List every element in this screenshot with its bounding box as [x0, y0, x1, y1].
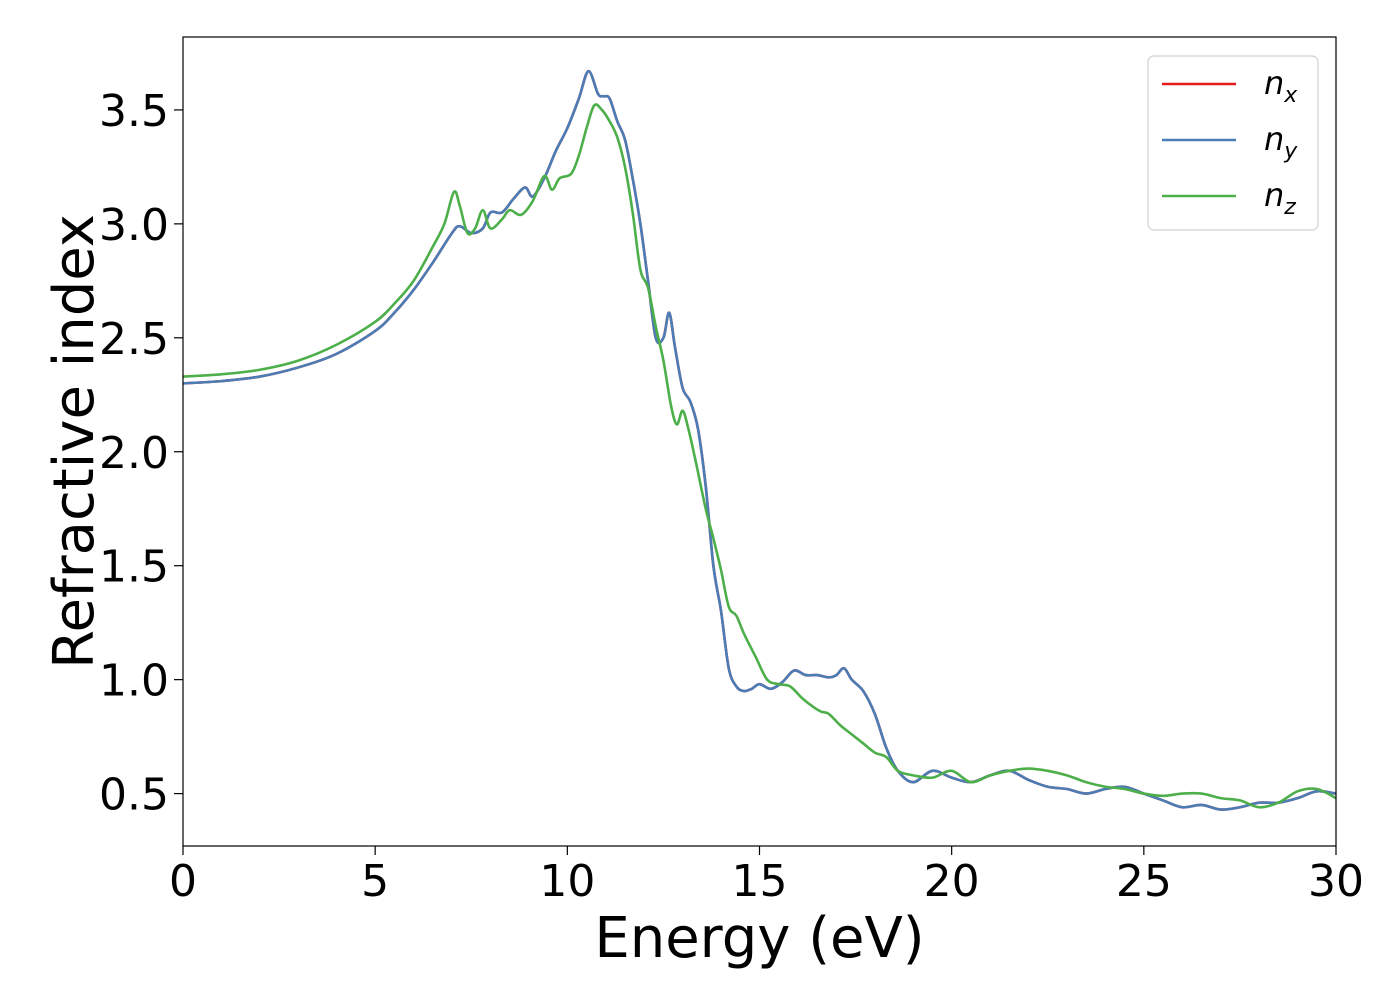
series-line-ny	[183, 69, 1336, 811]
x-tick-label: 10	[539, 856, 595, 907]
series-layer	[183, 69, 1336, 811]
x-tick-label: 30	[1308, 856, 1364, 907]
ticks-layer: 0 5 10 15 20 25 30 0.5 1.0 1.5 2.0 2.5 3.0 3.5	[99, 86, 1364, 907]
legend-label-ny: ny	[1264, 120, 1298, 164]
legend-label-nz: nz	[1264, 176, 1296, 220]
x-tick-label: 20	[924, 856, 980, 907]
x-tick-label: 0	[169, 856, 197, 907]
legend-box	[1147, 55, 1319, 231]
y-tick-label: 2.5	[99, 314, 169, 365]
x-tick-label: 5	[361, 856, 389, 907]
y-tick-label: 1.5	[99, 542, 169, 593]
legend-label-nx: nx	[1264, 64, 1298, 108]
y-axis-label: Refractive index	[42, 214, 107, 669]
y-tick-label: 2.0	[99, 428, 169, 479]
legend: nx ny nz	[1147, 55, 1319, 231]
x-tick-label: 25	[1116, 856, 1172, 907]
x-axis-label: Energy (eV)	[594, 906, 924, 971]
y-tick-label: 3.5	[99, 86, 169, 137]
y-tick-label: 3.0	[99, 200, 169, 251]
x-tick-label: 15	[732, 856, 788, 907]
y-tick-label: 0.5	[99, 770, 169, 821]
y-tick-label: 1.0	[99, 656, 169, 707]
series-line-nz	[183, 103, 1336, 809]
